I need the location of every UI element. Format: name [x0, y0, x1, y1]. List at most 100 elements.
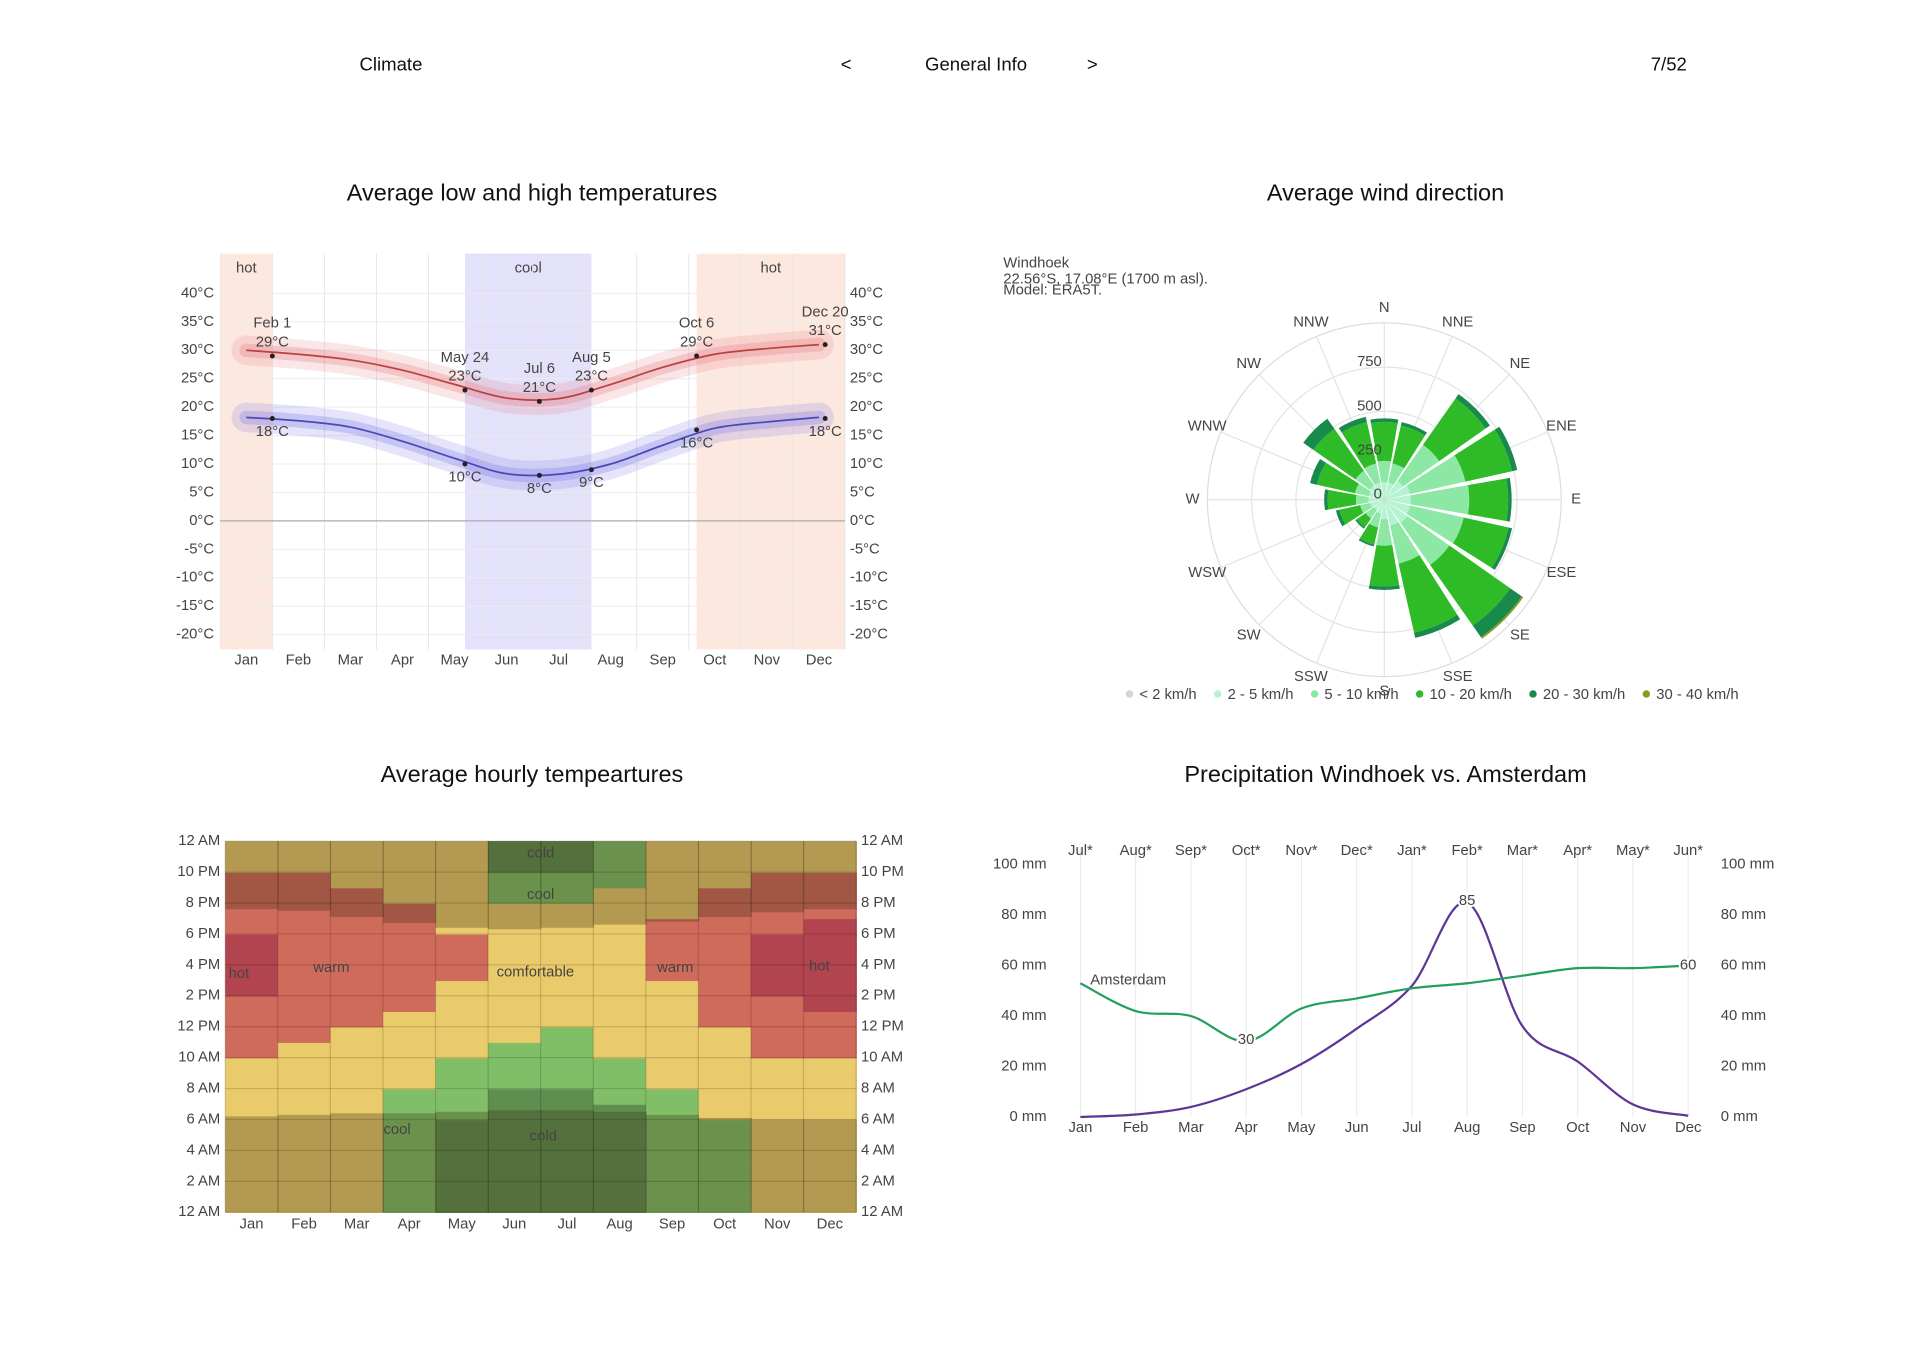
- y-tick-label: 10°C: [181, 456, 214, 472]
- heat-cell: [277, 1088, 332, 1105]
- heat-cell: [540, 1057, 594, 1074]
- y-tick-label: 40 mm: [1001, 1008, 1046, 1024]
- x-tick-label: May: [441, 652, 470, 668]
- x-tick-label: Jul: [549, 652, 568, 668]
- heat-cell: [645, 1057, 700, 1074]
- wind-segment: [1355, 519, 1365, 529]
- night-morning: [330, 1113, 384, 1213]
- x-tick-label: Aug: [606, 1217, 632, 1233]
- region-label: hot: [229, 966, 250, 982]
- heat-cell: [277, 949, 332, 966]
- x-tick-label: Jul: [557, 1217, 576, 1233]
- heat-cell: [330, 887, 384, 904]
- x-tick-label: Sep: [650, 652, 676, 668]
- x-tick-label: Apr: [1235, 1120, 1258, 1136]
- direction-label: ENE: [1546, 418, 1577, 434]
- annotation-low: 8°C: [527, 481, 552, 497]
- y-tick-label: 4 PM: [186, 957, 221, 973]
- x-tick-label: Nov: [764, 1217, 791, 1233]
- direction-label: SW: [1237, 627, 1261, 643]
- heat-cell: [330, 1042, 384, 1059]
- night-morning: [225, 1116, 279, 1213]
- heat-cell: [277, 856, 332, 873]
- wind-segment: [1384, 498, 1386, 500]
- heat-cell: [803, 903, 857, 920]
- legend-label: 5 - 10 km/h: [1324, 687, 1398, 703]
- heat-cell: [540, 964, 594, 982]
- heat-cell: [750, 872, 805, 889]
- direction-label: SE: [1510, 627, 1530, 643]
- night-evening: [593, 841, 647, 925]
- heat-cell: [803, 949, 857, 966]
- wind-segment: [1388, 463, 1405, 485]
- high-marker: [822, 342, 828, 348]
- night-morning: [803, 1119, 857, 1213]
- heat-cell: [488, 1165, 542, 1183]
- heat-cell: [277, 1057, 332, 1074]
- annotation-date: Jul 6: [524, 361, 555, 377]
- heat-cell: [750, 887, 805, 904]
- night-evening: [435, 841, 489, 928]
- series-line: [246, 343, 819, 401]
- heat-cell: [330, 903, 384, 920]
- wind-segment: [1365, 506, 1378, 519]
- heat-cell: [803, 856, 857, 873]
- heat-cell: [803, 980, 857, 997]
- y-tick-label: 20 mm: [1001, 1058, 1046, 1074]
- series-name-label: Amsterdam: [1090, 973, 1166, 989]
- heat-cell: [488, 1104, 542, 1121]
- wind-segment: [1310, 458, 1327, 485]
- heat-cell: [540, 995, 594, 1012]
- heat-cell: [593, 918, 647, 935]
- prev-button[interactable]: <: [841, 53, 852, 74]
- y2-tick-label: 8 PM: [861, 895, 896, 911]
- x-tick-label: Apr: [391, 652, 414, 668]
- heat-cell: [803, 995, 857, 1012]
- next-button[interactable]: >: [1087, 53, 1098, 74]
- wind-segment: [1376, 501, 1384, 514]
- heat-cell: [750, 841, 805, 858]
- heat-cell: [750, 903, 805, 920]
- heat-cell: [225, 1134, 279, 1152]
- heat-cell: [593, 1119, 647, 1136]
- heat-cell: [488, 964, 542, 982]
- heat-cell: [435, 1119, 489, 1136]
- heat-cell: [540, 933, 594, 951]
- wind-segment: [1369, 485, 1384, 499]
- heat-cell: [435, 918, 489, 935]
- heat-cell: [330, 995, 384, 1012]
- heat-cell: [225, 1119, 279, 1136]
- y2-tick-label: -20°C: [850, 627, 888, 643]
- wind-segment: [1368, 497, 1383, 503]
- heat-cell: [698, 964, 752, 982]
- wind-segment: [1384, 499, 1387, 501]
- heat-cell: [593, 1088, 647, 1105]
- wind-segment: [1354, 483, 1371, 497]
- wind-segment: [1358, 538, 1375, 547]
- heat-cell: [540, 1073, 594, 1090]
- y-tick-label: 40°C: [181, 285, 214, 301]
- heat-cell: [803, 1104, 857, 1121]
- x-tick-label: May: [448, 1217, 477, 1233]
- heat-cell: [593, 1026, 647, 1043]
- wind-segment: [1370, 418, 1399, 424]
- x-tick-label: Oct: [713, 1217, 737, 1233]
- legend-marker: [1213, 690, 1222, 698]
- heat-cell: [593, 1042, 647, 1059]
- wind-segment: [1386, 495, 1411, 505]
- heat-cell: [698, 933, 752, 951]
- wind-segment: [1359, 523, 1379, 545]
- heat-cell: [330, 933, 384, 951]
- heat-cell: [488, 949, 542, 966]
- heat-cell: [750, 949, 805, 966]
- night-evening: [803, 841, 857, 910]
- heat-cell: [435, 964, 489, 982]
- heat-cell: [540, 903, 594, 920]
- heat-cell: [750, 1119, 805, 1136]
- y-tick-label: 10 AM: [178, 1050, 220, 1066]
- x-tick-label: Feb: [291, 1217, 317, 1233]
- season-label: hot: [760, 260, 781, 276]
- y2-tick-label: 12 AM: [861, 1204, 903, 1220]
- heat-cell: [277, 1119, 332, 1136]
- y2-tick-label: 10 AM: [861, 1050, 903, 1066]
